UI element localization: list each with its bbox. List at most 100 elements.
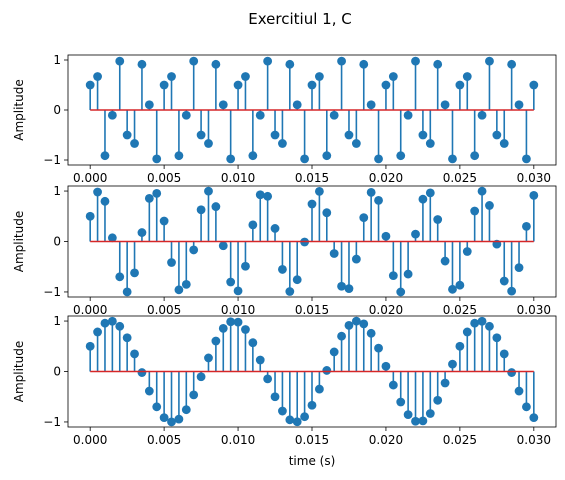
- stem-marker: [233, 286, 243, 296]
- stem-marker: [159, 216, 169, 226]
- stem-marker: [307, 199, 317, 209]
- stem-marker: [270, 224, 280, 233]
- x-tick-label: 0.020: [369, 303, 403, 317]
- stem-marker: [433, 395, 443, 405]
- stem-marker: [270, 130, 280, 140]
- subplot-top: Amplitude 0.000 0.005 0.010 0.015 0.020 0.025 0…: [12, 53, 557, 185]
- stem-marker: [351, 254, 361, 264]
- x-axis-label: time (s): [289, 454, 336, 468]
- stem-marker: [144, 100, 154, 110]
- x-tick-label: 0.020: [369, 433, 403, 447]
- stem-marker: [218, 323, 228, 333]
- stem-marker: [514, 386, 524, 396]
- stem-marker: [507, 286, 517, 296]
- stem-marker: [470, 151, 480, 161]
- stem-marker: [374, 343, 383, 353]
- stem-marker: [522, 154, 531, 164]
- stem-marker: [403, 269, 413, 279]
- stem-marker: [477, 316, 487, 326]
- stem-marker: [189, 56, 199, 66]
- stem-marker: [329, 110, 339, 120]
- stem-marker: [485, 321, 494, 331]
- x-tick-label: 0.030: [517, 303, 551, 317]
- stem-marker: [529, 413, 539, 422]
- x-tick-label: 0.000: [73, 171, 107, 185]
- stem-marker: [211, 59, 221, 69]
- stem-marker: [314, 384, 324, 394]
- stem-marker: [337, 281, 346, 291]
- stem-marker: [100, 318, 110, 328]
- stem-marker: [159, 80, 169, 90]
- stem-marker: [425, 139, 435, 148]
- stem-marker: [107, 316, 117, 326]
- x-tick-label: 0.010: [221, 171, 255, 185]
- stem-marker: [122, 130, 132, 140]
- stem-marker: [255, 190, 265, 200]
- y-tick-label: 0: [53, 235, 61, 249]
- x-tick-label: 0.005: [147, 303, 181, 317]
- y-tick-label: 1: [53, 314, 61, 328]
- stem-marker: [85, 341, 95, 351]
- stem-marker: [300, 154, 310, 164]
- stem-marker: [337, 56, 346, 66]
- stem-marker: [233, 317, 243, 327]
- stem-marker: [485, 56, 494, 66]
- x-tick-label: 0.010: [221, 433, 255, 447]
- stem-marker: [204, 186, 213, 196]
- stem-marker: [507, 59, 517, 69]
- stem-marker: [455, 280, 465, 290]
- stem-series: [85, 56, 539, 164]
- stem-marker: [499, 276, 509, 286]
- stem-marker: [388, 271, 398, 281]
- stem-marker: [130, 139, 139, 148]
- stem-marker: [241, 261, 250, 271]
- stem-marker: [344, 284, 354, 294]
- stem-marker: [440, 100, 450, 110]
- stem-marker: [107, 233, 117, 243]
- stem-marker: [174, 414, 184, 424]
- stem-marker: [411, 229, 420, 239]
- stem-marker: [137, 368, 147, 377]
- stem-marker: [433, 215, 443, 224]
- stem-marker: [115, 321, 125, 331]
- stem-marker: [218, 241, 228, 251]
- stem-marker: [433, 59, 443, 69]
- stem-marker: [93, 187, 102, 197]
- stem-marker: [374, 154, 383, 164]
- stem-marker: [344, 321, 354, 330]
- stem-marker: [278, 139, 287, 148]
- stem-marker: [381, 361, 391, 371]
- x-tick-label: 0.025: [443, 171, 477, 185]
- stem-marker: [122, 287, 132, 297]
- stem-marker: [388, 380, 398, 390]
- y-axis-label: Amplitude: [12, 79, 26, 141]
- stem-marker: [314, 186, 324, 196]
- stem-marker: [292, 275, 302, 285]
- x-tick-label: 0.020: [369, 171, 403, 185]
- stem-marker: [499, 349, 509, 359]
- stem-marker: [388, 72, 398, 81]
- stem-marker: [522, 222, 531, 231]
- stem-marker: [263, 56, 273, 66]
- stem-marker: [507, 368, 517, 377]
- y-tick-label: −1: [43, 153, 61, 167]
- stem-marker: [403, 410, 413, 420]
- stem-marker: [241, 325, 250, 334]
- stem-marker: [211, 202, 221, 211]
- stem-marker: [440, 256, 450, 266]
- x-tick-label: 0.005: [147, 433, 181, 447]
- stem-marker: [278, 265, 287, 274]
- stem-marker: [418, 416, 428, 426]
- stem-marker: [448, 284, 457, 294]
- stem-marker: [359, 319, 369, 329]
- stem-marker: [418, 194, 428, 204]
- stem-marker: [396, 151, 406, 161]
- stem-marker: [270, 392, 280, 402]
- stem-marker: [152, 154, 162, 164]
- stem-marker: [314, 72, 324, 81]
- stem-marker: [115, 272, 125, 282]
- figure-title: Exercitiul 1, C: [248, 10, 351, 28]
- stem-marker: [425, 188, 435, 198]
- subplot-bottom: Amplitude time (s) 0.000 0.005 0.010 0.015 0.0…: [12, 314, 557, 468]
